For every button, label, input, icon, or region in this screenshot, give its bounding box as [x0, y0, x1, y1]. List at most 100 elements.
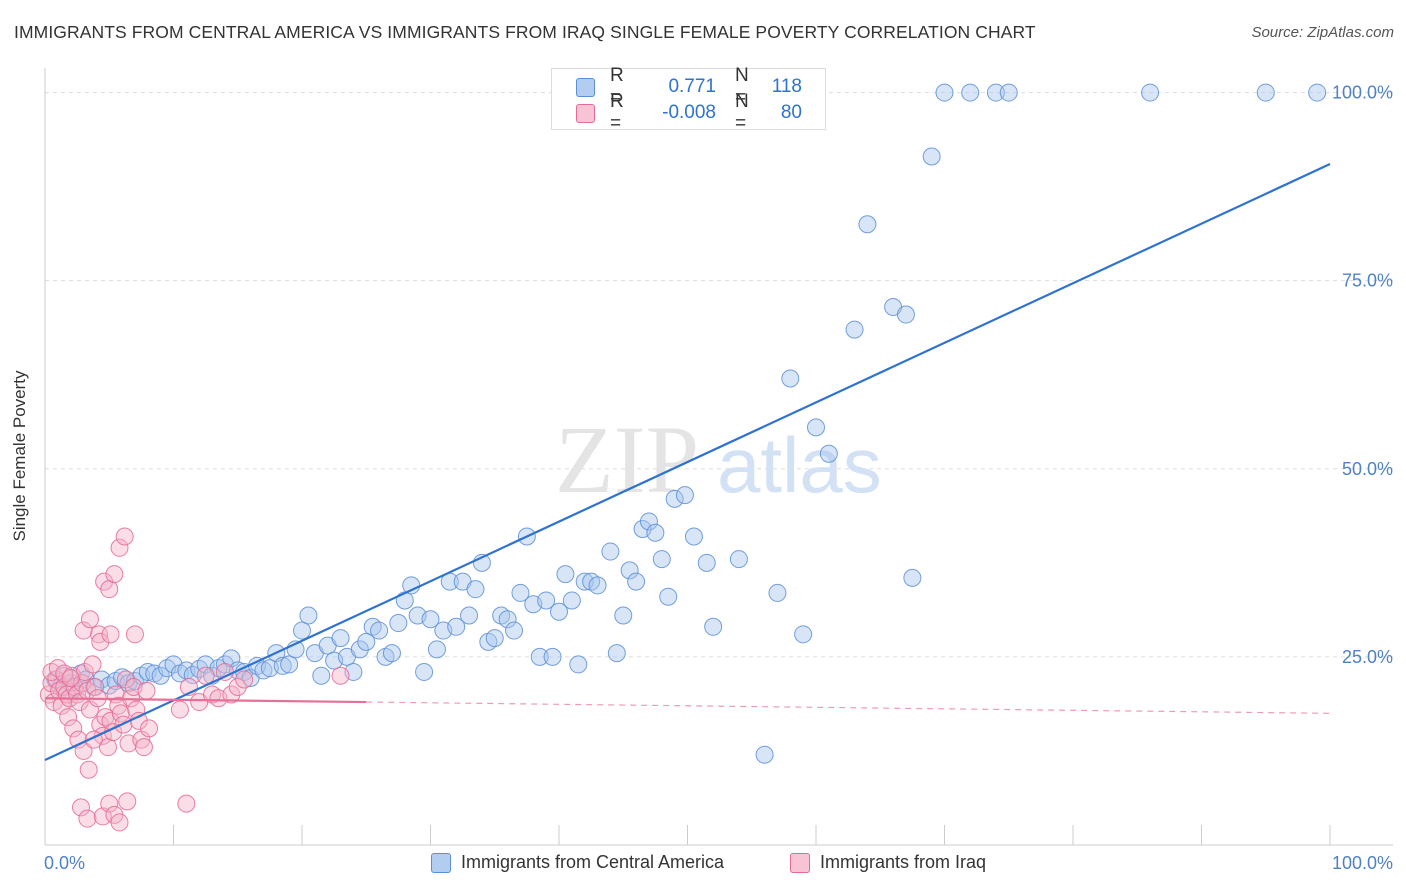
- legend: Immigrants from Central America Immigran…: [0, 852, 1406, 878]
- tick-labels: 25.0% 50.0% 75.0% 100.0% 0.0% 100.0%: [44, 83, 1393, 873]
- data-point: [228, 677, 247, 696]
- data-point: [74, 621, 93, 640]
- data-point: [415, 662, 434, 681]
- data-point: [177, 794, 196, 813]
- legend-label: Immigrants from Central America: [461, 852, 725, 872]
- data-point: [697, 553, 716, 572]
- data-point: [110, 538, 129, 557]
- trend-line-iraq: [44, 697, 367, 704]
- data-point: [222, 685, 241, 704]
- data-point: [858, 215, 877, 234]
- data-point: [530, 647, 549, 666]
- data-point: [427, 640, 446, 659]
- data-point: [556, 565, 575, 584]
- trend-line-central-america: [44, 163, 1331, 761]
- data-point: [543, 647, 562, 666]
- data-point: [110, 813, 129, 832]
- grid-lines: [45, 92, 1393, 658]
- data-point: [421, 610, 440, 629]
- data-point: [1141, 83, 1160, 102]
- data-point: [675, 486, 694, 505]
- data-point: [100, 580, 119, 599]
- data-point: [395, 591, 414, 610]
- data-point: [64, 719, 83, 738]
- legend-swatch-blue: [431, 852, 451, 873]
- data-point: [588, 576, 607, 595]
- data-point: [80, 610, 99, 629]
- data-point: [79, 760, 98, 779]
- data-point: [781, 369, 800, 388]
- legend-item-iraq[interactable]: Immigrants from Iraq: [790, 852, 986, 873]
- data-point: [71, 798, 90, 817]
- data-point: [86, 677, 105, 696]
- data-point: [331, 629, 350, 648]
- data-point: [986, 83, 1005, 102]
- stats-swatch-blue: [576, 77, 595, 97]
- correlation-stats-box: R = 0.771 N = 118 R = -0.008 N = 80: [551, 65, 826, 134]
- data-point: [511, 583, 530, 602]
- trend-line-iraq-extension: [366, 701, 1331, 714]
- data-point: [903, 568, 922, 587]
- data-point: [485, 629, 504, 648]
- data-point: [280, 655, 299, 674]
- data-point: [562, 591, 581, 610]
- data-point: [78, 809, 97, 828]
- stats-r-value: 0.771: [668, 76, 716, 97]
- data-point: [768, 583, 787, 602]
- data-point: [466, 580, 485, 599]
- data-point: [460, 606, 479, 625]
- data-point: [447, 617, 466, 636]
- data-point: [151, 666, 170, 685]
- watermark-atlas: atlas: [717, 421, 882, 509]
- data-point: [402, 576, 421, 595]
- x-tick-label: 0.0%: [44, 853, 85, 873]
- data-point: [100, 794, 119, 813]
- data-point: [639, 512, 658, 531]
- axes: [44, 68, 1393, 846]
- data-point: [845, 320, 864, 339]
- stats-n-value: 118: [771, 76, 802, 97]
- data-point: [807, 418, 825, 437]
- data-point: [729, 550, 748, 569]
- data-point: [652, 550, 671, 569]
- stats-n-value: 80: [780, 102, 802, 123]
- data-point: [389, 614, 408, 633]
- data-point: [357, 632, 376, 651]
- data-point: [498, 610, 517, 629]
- data-point: [704, 617, 723, 636]
- data-point: [52, 696, 71, 715]
- data-point: [331, 666, 350, 685]
- data-point: [646, 523, 665, 542]
- data-point: [620, 561, 639, 580]
- x-tick-label: 100.0%: [1332, 853, 1393, 873]
- data-point: [896, 305, 915, 324]
- stats-n-label: N =: [735, 91, 749, 134]
- data-point: [755, 745, 774, 764]
- y-tick-label: 50.0%: [1342, 459, 1393, 479]
- stats-n-label: N =: [735, 65, 749, 108]
- data-point: [235, 670, 254, 689]
- data-point: [61, 668, 80, 687]
- data-point: [350, 640, 369, 659]
- data-point: [607, 644, 626, 663]
- y-tick-label: 75.0%: [1342, 271, 1393, 291]
- data-point: [140, 719, 159, 738]
- data-point: [118, 792, 137, 811]
- legend-swatch-pink: [790, 852, 810, 873]
- trend-lines: [44, 163, 1331, 761]
- data-point: [134, 738, 153, 757]
- legend-item-central-america[interactable]: Immigrants from Central America: [431, 852, 724, 873]
- data-point: [293, 621, 311, 640]
- data-point: [819, 444, 838, 463]
- data-point: [1256, 83, 1275, 102]
- data-point: [312, 666, 331, 685]
- data-point: [215, 662, 234, 681]
- data-point: [137, 681, 156, 700]
- data-point: [922, 147, 941, 166]
- data-point: [684, 527, 703, 546]
- data-point: [101, 625, 120, 644]
- watermark: ZIP atlas: [555, 406, 882, 513]
- data-point: [370, 621, 389, 640]
- legend-label: Immigrants from Iraq: [820, 852, 987, 872]
